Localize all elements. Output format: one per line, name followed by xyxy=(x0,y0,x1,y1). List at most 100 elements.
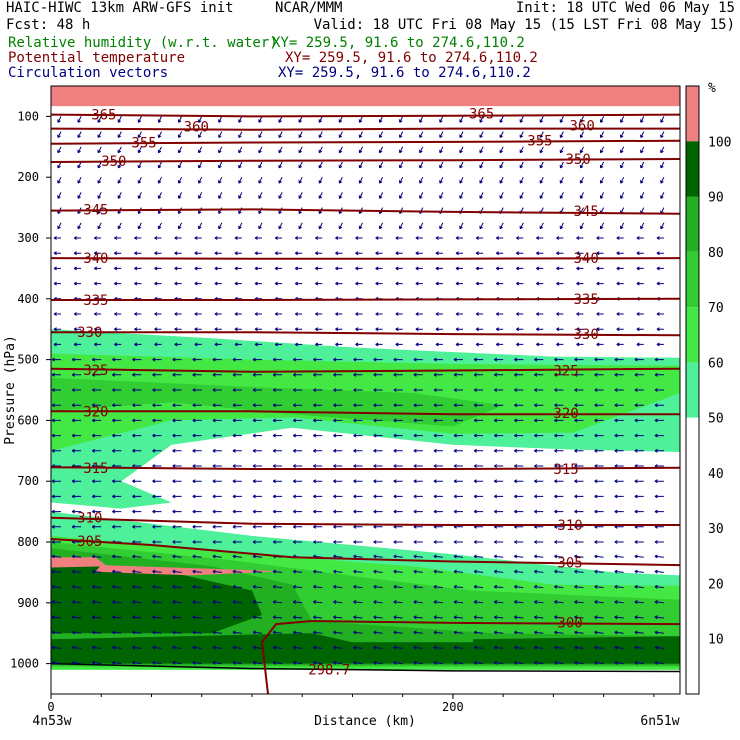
circulation-vector xyxy=(493,403,504,408)
circulation-vector xyxy=(57,131,62,139)
circulation-vector xyxy=(232,388,242,392)
circulation-vector xyxy=(579,131,584,139)
circulation-vector xyxy=(554,540,564,544)
circulation-vector xyxy=(614,509,624,514)
circulation-vector xyxy=(93,251,102,256)
circulation-vector xyxy=(656,251,664,256)
circulation-vector xyxy=(419,146,424,154)
circulation-vector xyxy=(272,448,283,453)
circulation-vector xyxy=(576,312,584,316)
circulation-vector xyxy=(333,388,343,392)
circulation-vector xyxy=(57,161,62,169)
circulation-vector xyxy=(194,251,202,256)
circulation-vector xyxy=(393,494,403,499)
circulation-vector xyxy=(157,176,162,184)
circulation-vector xyxy=(455,281,463,286)
circulation-vector xyxy=(294,281,303,286)
colorbar-bin xyxy=(686,417,699,694)
circulation-vector xyxy=(594,584,604,589)
circulation-vector xyxy=(313,433,323,438)
circulation-vector xyxy=(172,464,182,468)
circulation-vector xyxy=(395,251,403,256)
circulation-vector xyxy=(278,146,283,154)
circulation-vector xyxy=(212,600,222,604)
circulation-vector xyxy=(534,540,544,544)
circulation-vector xyxy=(192,388,202,392)
circulation-vector xyxy=(614,600,624,604)
circulation-vector xyxy=(654,554,664,559)
circulation-vector xyxy=(91,569,102,574)
circulation-vector xyxy=(234,281,242,286)
circulation-vector xyxy=(453,403,463,408)
circulation-vector xyxy=(378,161,384,169)
circulation-vector xyxy=(479,192,484,199)
circulation-vector xyxy=(419,192,424,199)
x-left-location: 4n53w xyxy=(32,714,71,729)
circulation-vector xyxy=(154,266,162,271)
circulation-vector xyxy=(453,509,463,514)
circulation-vector xyxy=(338,176,343,184)
circulation-vector xyxy=(134,281,142,286)
circulation-vector xyxy=(493,615,504,620)
circulation-vector xyxy=(313,509,323,514)
circulation-vector xyxy=(194,342,202,347)
circulation-vector xyxy=(453,464,463,468)
circulation-vector xyxy=(574,403,584,408)
circulation-vector xyxy=(338,192,343,199)
circulation-vector xyxy=(234,342,242,347)
colorbar-label: 40 xyxy=(708,467,724,482)
circulation-vector xyxy=(274,327,283,332)
circulation-vector xyxy=(574,569,584,574)
circulation-vector xyxy=(272,494,283,499)
circulation-vector xyxy=(554,630,564,635)
circulation-vector xyxy=(435,236,443,240)
circulation-vector xyxy=(636,342,644,347)
circulation-vector xyxy=(620,146,625,154)
circulation-vector xyxy=(660,116,665,123)
colorbar-label: 20 xyxy=(708,578,724,593)
circulation-vector xyxy=(174,251,182,256)
circulation-vector xyxy=(192,554,202,559)
circulation-vector xyxy=(152,357,162,362)
circulation-vector xyxy=(599,131,605,139)
circulation-vector xyxy=(614,448,624,453)
circulation-vector xyxy=(453,357,463,362)
circulation-vector xyxy=(453,615,464,620)
circulation-vector xyxy=(172,403,182,408)
circulation-vector xyxy=(453,433,463,438)
circulation-vector xyxy=(433,540,443,544)
circulation-vector xyxy=(117,116,122,123)
circulation-vector xyxy=(656,281,664,286)
circulation-vector xyxy=(373,584,383,589)
circulation-vector xyxy=(137,116,142,123)
circulation-vector xyxy=(453,600,464,604)
circulation-vector xyxy=(353,584,363,589)
circulation-vector xyxy=(192,540,202,544)
x-right-location: 6n51w xyxy=(640,714,679,729)
circulation-vector xyxy=(318,176,323,184)
circulation-vector xyxy=(53,312,61,316)
circulation-vector xyxy=(134,312,142,316)
circulation-vector xyxy=(238,116,243,123)
circulation-vector xyxy=(534,615,544,620)
circulation-vector xyxy=(439,131,444,139)
field-theta-xy: XY= 259.5, 91.6 to 274.6,110.2 xyxy=(285,50,538,66)
circulation-vector xyxy=(315,342,323,347)
rh-region-8 xyxy=(51,560,262,634)
circulation-vector xyxy=(539,176,544,184)
circulation-vector xyxy=(660,176,665,184)
circulation-vector xyxy=(152,660,162,665)
rh-colorbar: 10 20 30 40 50 60 70 80 90 100% xyxy=(685,81,731,695)
circulation-vector xyxy=(634,388,644,392)
circulation-vector xyxy=(232,600,242,604)
circulation-vector xyxy=(636,327,644,332)
circulation-vector xyxy=(77,146,82,154)
circulation-vector xyxy=(278,161,283,169)
circulation-vector xyxy=(614,464,624,468)
circulation-vector xyxy=(539,161,544,169)
circulation-vector xyxy=(459,222,464,230)
circulation-vector xyxy=(413,494,423,499)
circulation-vector xyxy=(473,615,484,620)
circulation-vector xyxy=(453,645,464,650)
circulation-vector xyxy=(154,251,162,256)
